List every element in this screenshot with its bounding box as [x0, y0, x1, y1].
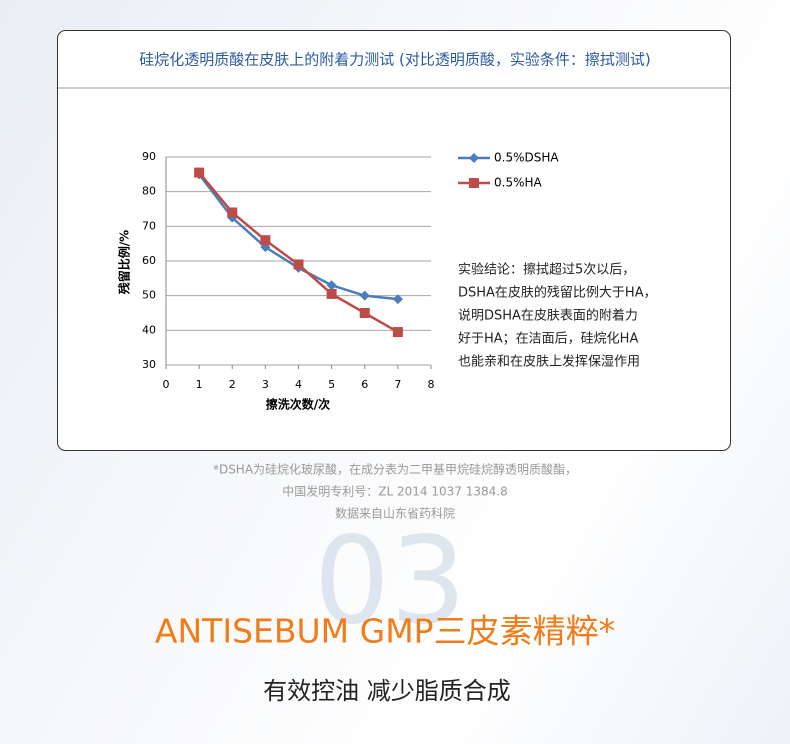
x-axis-label: 擦洗次数/次 — [266, 397, 330, 412]
y-tick-label: 80 — [142, 185, 156, 198]
chart-title: 硅烷化透明质酸在皮肤上的附着力测试 (对比透明质酸，实验条件：擦拭测试) — [139, 51, 650, 69]
conclusion-line: 好于HA；在洁面后，硅烷化HA — [458, 332, 638, 347]
heading: ANTISEBUM GMP三皮素精粹* — [155, 612, 615, 651]
x-tick-label: 0 — [163, 378, 170, 391]
section-number: 03 — [314, 513, 467, 652]
marker — [293, 259, 304, 270]
x-tick-label: 7 — [394, 378, 401, 391]
x-tick-label: 1 — [196, 378, 203, 391]
x-tick-label: 3 — [262, 378, 269, 391]
y-tick-label: 60 — [142, 254, 156, 267]
x-tick-label: 6 — [361, 378, 368, 391]
subheading: 有效控油 减少脂质合成 — [263, 677, 511, 705]
conclusion-line: 说明DSHA在皮肤表面的附着力 — [458, 308, 638, 324]
legend-label: 0.5%DSHA — [494, 151, 559, 165]
footnote: 数据来自山东省药科院 — [335, 506, 455, 521]
x-tick-label: 4 — [295, 378, 302, 391]
marker — [359, 308, 370, 318]
marker — [392, 294, 403, 305]
x-tick-label: 8 — [428, 378, 435, 391]
marker — [326, 280, 337, 291]
marker — [194, 167, 205, 178]
y-tick-label: 70 — [142, 219, 156, 232]
chart-panel — [57, 30, 731, 451]
marker — [392, 327, 403, 338]
footnote: 中国发明专利号：ZL 2014 1037 1384.8 — [282, 484, 507, 499]
x-tick-label: 2 — [229, 378, 236, 391]
marker — [227, 207, 238, 218]
y-tick-label: 50 — [142, 289, 156, 302]
y-tick-label: 30 — [142, 358, 156, 371]
marker — [326, 288, 337, 299]
marker — [260, 235, 271, 246]
legend-label: 0.5%HA — [494, 176, 543, 190]
x-tick-label: 5 — [328, 378, 335, 391]
conclusion-line: DSHA在皮肤的残留比例大于HA， — [458, 285, 657, 301]
footnote: *DSHA为硅烷化玻尿酸，在成分表为二甲基甲烷硅烷醇透明质酸酯， — [213, 462, 577, 477]
conclusion-line: 也能亲和在皮肤上发挥保湿作用 — [458, 354, 640, 370]
y-tick-label: 90 — [142, 150, 156, 163]
y-tick-label: 40 — [142, 323, 156, 336]
marker — [359, 290, 370, 301]
conclusion-line: 实验结论：擦拭超过5次以后， — [458, 262, 635, 278]
marker — [469, 178, 479, 188]
y-axis-label: 残留比例/% — [117, 230, 132, 294]
marker — [469, 153, 479, 163]
